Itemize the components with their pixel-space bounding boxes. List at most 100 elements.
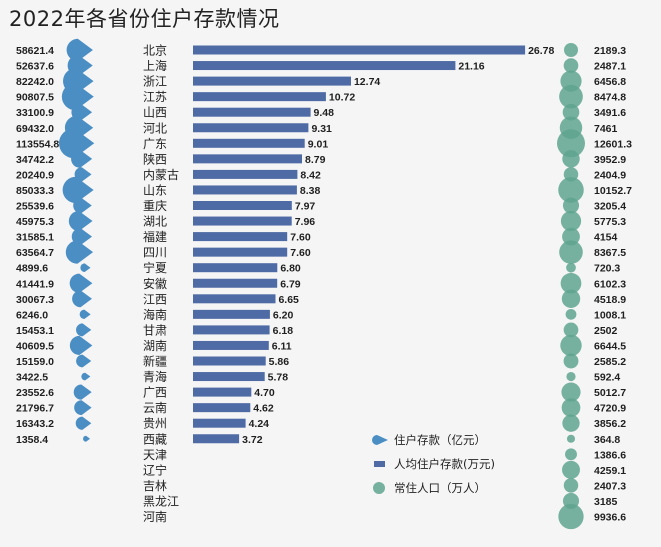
deposit-label: 58621.4 bbox=[16, 45, 54, 57]
population-label: 3491.6 bbox=[594, 107, 626, 119]
population-label: 7461 bbox=[594, 123, 618, 135]
per-capita-label: 3.72 bbox=[242, 434, 263, 446]
province-label: 贵州 bbox=[143, 417, 167, 431]
deposit-label: 90807.5 bbox=[16, 92, 54, 104]
population-bubble bbox=[563, 353, 579, 369]
legend-deposit-icon bbox=[372, 435, 388, 445]
deposit-droplet bbox=[80, 263, 91, 273]
per-capita-label: 6.18 bbox=[273, 325, 294, 337]
deposit-label: 34742.2 bbox=[16, 154, 54, 166]
per-capita-bar bbox=[193, 247, 288, 257]
per-capita-bar bbox=[193, 201, 292, 210]
population-label: 2487.1 bbox=[594, 61, 626, 73]
deposit-label: 82242.0 bbox=[16, 76, 54, 88]
population-label: 3952.9 bbox=[594, 154, 626, 166]
deposit-droplet bbox=[73, 384, 92, 400]
per-capita-bar bbox=[193, 294, 276, 304]
population-bubble bbox=[563, 478, 579, 493]
per-capita-bar bbox=[193, 185, 297, 195]
population-label: 3185 bbox=[594, 496, 618, 508]
per-capita-label: 21.16 bbox=[458, 61, 484, 73]
per-capita-bar bbox=[193, 138, 305, 148]
population-bubble bbox=[557, 129, 585, 158]
deposit-label: 113554.8 bbox=[16, 138, 59, 150]
deposit-droplet bbox=[69, 273, 93, 293]
deposit-droplet bbox=[62, 176, 94, 204]
per-capita-label: 9.48 bbox=[314, 107, 335, 119]
per-capita-bar bbox=[193, 107, 311, 117]
province-label: 新疆 bbox=[143, 354, 167, 369]
province-label: 山西 bbox=[143, 106, 167, 120]
deposit-droplet bbox=[69, 335, 93, 356]
per-capita-label: 7.96 bbox=[295, 216, 316, 228]
population-label: 364.8 bbox=[594, 434, 620, 446]
population-label: 8367.5 bbox=[594, 247, 626, 259]
province-label: 河南 bbox=[143, 509, 167, 524]
population-label: 2502 bbox=[594, 325, 618, 337]
population-bubble bbox=[559, 84, 583, 109]
deposit-droplet bbox=[75, 416, 92, 430]
population-bubble bbox=[558, 177, 584, 203]
legend-deposit-label: 住户存款（亿元） bbox=[394, 433, 486, 447]
province-label: 陕西 bbox=[143, 151, 167, 166]
deposit-droplet bbox=[59, 128, 95, 159]
province-label: 西藏 bbox=[143, 432, 167, 446]
per-capita-label: 7.60 bbox=[290, 232, 311, 244]
deposit-label: 63564.7 bbox=[16, 247, 54, 259]
deposit-droplet bbox=[74, 400, 92, 416]
per-capita-bar bbox=[193, 123, 309, 133]
per-capita-bar bbox=[193, 325, 270, 335]
province-label: 江西 bbox=[143, 292, 167, 306]
deposit-label: 25539.6 bbox=[16, 201, 54, 213]
per-capita-label: 5.86 bbox=[269, 356, 290, 368]
per-capita-bar bbox=[193, 61, 456, 71]
province-label: 甘肃 bbox=[143, 323, 167, 337]
population-label: 3856.2 bbox=[594, 418, 626, 430]
per-capita-bar bbox=[193, 356, 266, 366]
population-bubble bbox=[566, 434, 576, 443]
deposit-droplet bbox=[74, 167, 92, 182]
deposit-droplet bbox=[83, 435, 91, 442]
population-bubble bbox=[563, 322, 579, 338]
deposit-label: 23552.6 bbox=[16, 387, 54, 399]
population-bubble bbox=[566, 371, 576, 382]
deposit-droplet bbox=[81, 372, 91, 381]
province-label: 湖南 bbox=[143, 338, 167, 353]
province-label: 云南 bbox=[143, 400, 167, 415]
per-capita-label: 4.62 bbox=[253, 403, 274, 415]
province-label: 福建 bbox=[143, 229, 167, 244]
population-bubble bbox=[565, 448, 577, 461]
per-capita-label: 8.38 bbox=[300, 185, 321, 197]
deposit-label: 6246.0 bbox=[16, 309, 48, 321]
per-capita-label: 5.78 bbox=[268, 372, 289, 384]
per-capita-label: 6.20 bbox=[273, 309, 294, 321]
province-label: 重庆 bbox=[143, 199, 167, 213]
deposit-label: 20240.9 bbox=[16, 169, 54, 181]
population-label: 4720.9 bbox=[594, 403, 626, 415]
deposit-label: 33100.9 bbox=[16, 107, 54, 119]
deposit-droplet bbox=[71, 149, 93, 168]
deposit-droplet bbox=[65, 240, 94, 264]
population-bubble bbox=[560, 334, 582, 357]
deposit-label: 1358.4 bbox=[16, 434, 48, 446]
chart-title: 2022年各省份住户存款情况 bbox=[9, 7, 280, 31]
per-capita-bar bbox=[193, 154, 302, 164]
deposit-label: 4899.6 bbox=[16, 263, 48, 275]
population-label: 2189.3 bbox=[594, 45, 626, 57]
legend-per-capita-icon bbox=[374, 461, 385, 467]
per-capita-label: 8.79 bbox=[305, 154, 326, 166]
population-bubble bbox=[565, 308, 577, 320]
province-label: 广东 bbox=[143, 137, 167, 151]
deposit-label: 69432.0 bbox=[16, 123, 54, 135]
deposit-droplet bbox=[76, 323, 92, 337]
population-label: 6102.3 bbox=[594, 278, 626, 290]
population-label: 720.3 bbox=[594, 263, 620, 275]
population-label: 3205.4 bbox=[594, 201, 626, 213]
population-bubble bbox=[562, 103, 580, 121]
province-label: 山东 bbox=[143, 183, 167, 197]
population-bubble bbox=[562, 150, 580, 168]
deposit-label: 3422.5 bbox=[16, 372, 48, 384]
deposit-label: 21796.7 bbox=[16, 403, 54, 415]
per-capita-bar bbox=[193, 169, 298, 179]
population-label: 2407.3 bbox=[594, 480, 626, 492]
